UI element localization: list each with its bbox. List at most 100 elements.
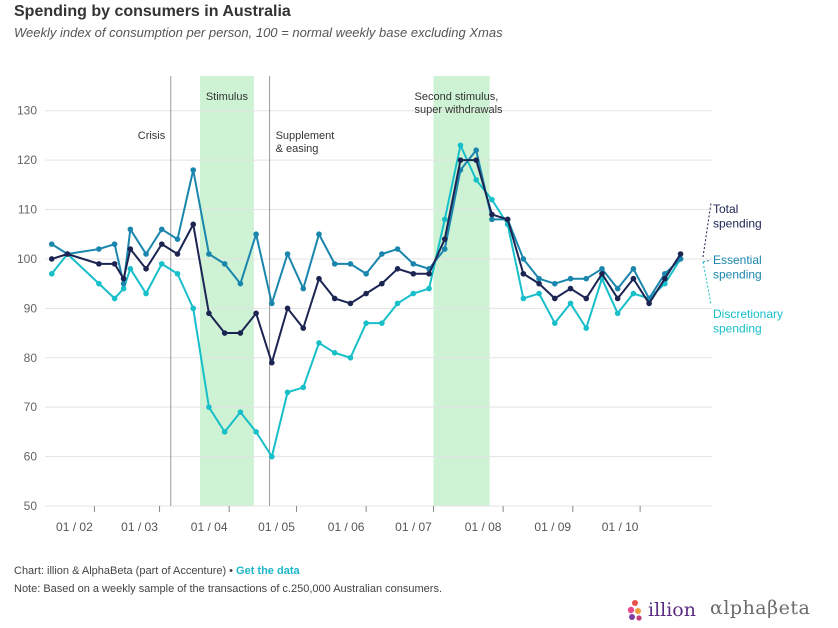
essential-point-6 bbox=[127, 226, 134, 233]
total-point-28 bbox=[473, 157, 479, 163]
discretionary-point-17 bbox=[300, 384, 307, 391]
x-tick-label-9: 01 / 10 bbox=[602, 520, 639, 534]
footer-credit: Chart: illion & AlphaBeta (part of Accen… bbox=[14, 565, 300, 577]
total-point-36 bbox=[599, 270, 605, 277]
total-point-15 bbox=[269, 359, 275, 366]
alphabeta-logo: αlphaβeta bbox=[710, 597, 811, 619]
essential-point-9 bbox=[174, 236, 181, 242]
discretionary-point-29 bbox=[489, 196, 495, 203]
band-label-stimulus: Stimulus bbox=[206, 91, 249, 103]
total-point-14 bbox=[253, 310, 259, 317]
total-point-12 bbox=[221, 330, 228, 336]
series-label-essential: Essential spending bbox=[713, 253, 762, 281]
total-point-30 bbox=[504, 216, 511, 223]
discretionary-point-11 bbox=[206, 404, 212, 410]
discretionary-point-25 bbox=[426, 285, 432, 292]
series-leader-essential bbox=[702, 259, 712, 263]
x-tick-label-3: 01 / 04 bbox=[191, 520, 228, 534]
essential-point-35 bbox=[583, 275, 590, 282]
total-point-19 bbox=[331, 295, 338, 302]
essential-point-31 bbox=[520, 256, 527, 262]
essential-point-21 bbox=[363, 270, 369, 277]
series-line-total bbox=[51, 159, 682, 364]
x-tick-label-8: 01 / 09 bbox=[534, 520, 571, 534]
total-point-25 bbox=[426, 270, 432, 277]
total-point-24 bbox=[410, 270, 417, 277]
total-point-13 bbox=[237, 330, 244, 336]
total-point-33 bbox=[551, 295, 558, 302]
discretionary-point-14 bbox=[253, 429, 259, 435]
discretionary-point-24 bbox=[410, 290, 417, 297]
essential-point-36 bbox=[599, 266, 605, 272]
essential-point-34 bbox=[567, 275, 574, 282]
essential-point-17 bbox=[300, 285, 307, 292]
total-point-16 bbox=[284, 305, 291, 312]
discretionary-point-26 bbox=[441, 216, 448, 223]
essential-point-8 bbox=[158, 226, 165, 233]
essential-point-10 bbox=[190, 167, 197, 173]
total-point-5 bbox=[120, 275, 127, 282]
line-chart: 50 60 70 80 90 100 110 120 130 01 / 02 01 / 03 01 /… bbox=[17, 76, 783, 534]
x-tick-label-5: 01 / 06 bbox=[328, 520, 365, 534]
discretionary-point-27 bbox=[457, 142, 464, 149]
total-point-10 bbox=[190, 221, 197, 228]
total-point-34 bbox=[567, 285, 574, 292]
discretionary-point-32 bbox=[536, 290, 542, 297]
discretionary-point-5 bbox=[120, 285, 127, 292]
essential-point-3 bbox=[96, 246, 102, 252]
series-leader-total bbox=[702, 202, 712, 258]
total-point-11 bbox=[206, 310, 212, 317]
total-point-1 bbox=[48, 256, 55, 262]
total-point-38 bbox=[630, 275, 637, 282]
total-point-40 bbox=[662, 275, 668, 282]
total-point-2 bbox=[64, 251, 71, 257]
discretionary-point-37 bbox=[614, 310, 621, 317]
illion-logo-text: illion bbox=[648, 599, 696, 621]
y-tick-label-130: 130 bbox=[17, 104, 37, 118]
essential-point-24 bbox=[410, 261, 417, 267]
discretionary-point-12 bbox=[221, 429, 228, 435]
essential-point-15 bbox=[269, 300, 275, 307]
essential-point-33 bbox=[551, 280, 558, 287]
essential-point-11 bbox=[206, 251, 212, 257]
discretionary-point-8 bbox=[158, 261, 165, 267]
discretionary-point-4 bbox=[111, 295, 118, 302]
discretionary-point-23 bbox=[394, 300, 401, 307]
discretionary-point-34 bbox=[567, 300, 574, 307]
essential-point-7 bbox=[143, 251, 149, 257]
discretionary-point-28 bbox=[473, 177, 479, 183]
discretionary-point-22 bbox=[379, 320, 385, 326]
total-point-22 bbox=[379, 280, 385, 287]
series-leader-discretionary bbox=[702, 261, 712, 305]
discretionary-point-13 bbox=[237, 409, 244, 415]
total-point-6 bbox=[127, 246, 134, 252]
discretionary-point-19 bbox=[331, 350, 338, 356]
series-label-total: Total spending bbox=[713, 202, 762, 230]
essential-point-29 bbox=[489, 216, 495, 223]
total-point-32 bbox=[536, 280, 542, 287]
series-label-discretionary: Discretionary spending bbox=[713, 307, 783, 335]
essential-point-4 bbox=[111, 241, 118, 247]
discretionary-point-18 bbox=[316, 340, 322, 346]
essential-point-20 bbox=[347, 261, 354, 267]
essential-point-14 bbox=[253, 231, 259, 238]
discretionary-point-15 bbox=[269, 453, 275, 460]
total-point-4 bbox=[111, 261, 118, 267]
discretionary-point-3 bbox=[96, 280, 102, 287]
total-point-31 bbox=[520, 270, 527, 277]
total-point-20 bbox=[347, 300, 354, 307]
essential-point-19 bbox=[331, 261, 338, 267]
y-tick-label-120: 120 bbox=[17, 153, 37, 167]
event-label-supplement: Supplement & easing bbox=[276, 130, 335, 155]
y-tick-label-70: 70 bbox=[24, 400, 38, 414]
essential-point-18 bbox=[316, 231, 322, 238]
x-tick-label-7: 01 / 08 bbox=[465, 520, 502, 534]
credit-text: Chart: illion & AlphaBeta (part of Accen… bbox=[14, 565, 227, 577]
essential-point-38 bbox=[630, 266, 637, 272]
total-point-7 bbox=[143, 266, 149, 272]
y-tick-label-60: 60 bbox=[24, 450, 38, 464]
total-point-21 bbox=[363, 290, 369, 297]
total-point-8 bbox=[158, 241, 165, 247]
get-the-data-link[interactable]: Get the data bbox=[236, 565, 300, 577]
discretionary-point-1 bbox=[48, 270, 55, 277]
